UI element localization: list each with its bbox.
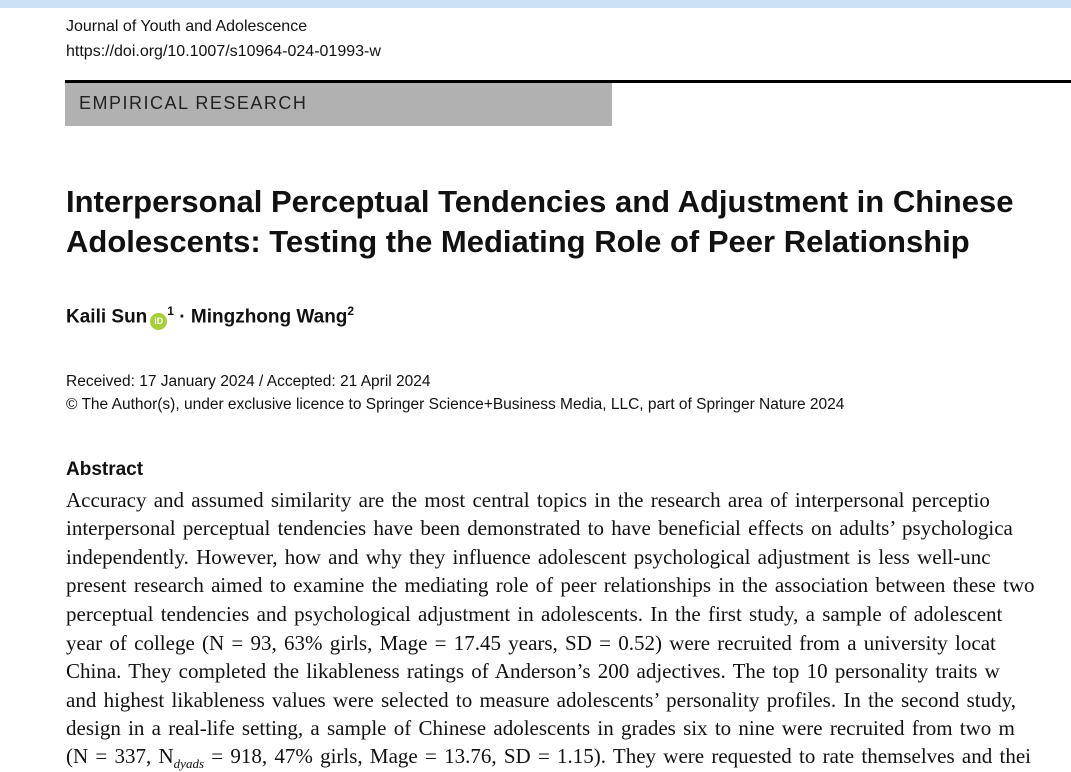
abstract-line: independently. However, how and why they…: [66, 545, 991, 569]
dates: Received: 17 January 2024 / Accepted: 21…: [66, 373, 431, 390]
author-separator: ·: [179, 306, 186, 328]
author-name[interactable]: Mingzhong Wang: [190, 306, 348, 328]
abstract-line: design in a real-life setting, a sample …: [66, 716, 1015, 740]
abstract-line: interpersonal perceptual tendencies have…: [66, 516, 1013, 540]
title-line-2: Adolescents: Testing the Mediating Role …: [66, 224, 970, 259]
section-band: EMPIRICAL RESEARCH: [65, 83, 612, 126]
abstract-line: and highest likableness values were sele…: [66, 688, 1016, 712]
abstract-line: year of college (N = 93, 63% girls, Mage…: [66, 631, 996, 655]
abstract-line: perceptual tendencies and psychological …: [66, 602, 1003, 626]
subscript: dyads: [173, 756, 205, 772]
viewer-top-bar: [0, 0, 1071, 8]
abstract-line: (N = 337, Ndyads = 918, 47% girls, Mage …: [66, 744, 1071, 772]
header-rule: [65, 80, 1071, 83]
affiliation-marker[interactable]: 2: [347, 304, 355, 318]
copyright: © The Author(s), under exclusive licence…: [66, 396, 845, 413]
abstract-text: = 918, 47% girls, Mage = 13.76, SD = 1.1…: [204, 744, 1031, 768]
journal-name: Journal of Youth and Adolescence: [66, 18, 308, 35]
abstract-line: China. They completed the likableness ra…: [66, 659, 1000, 683]
title-line-1: Interpersonal Perceptual Tendencies and …: [66, 184, 1014, 219]
doi-link[interactable]: https://doi.org/10.1007/s10964-024-01993…: [66, 43, 381, 60]
abstract-line: Accuracy and assumed similarity are the …: [66, 488, 990, 512]
affiliation-marker[interactable]: 1: [167, 304, 174, 318]
orcid-icon[interactable]: iD: [150, 313, 168, 331]
author-name[interactable]: Kaili Sun: [66, 306, 148, 328]
abstract-text: (N = 337, N: [66, 744, 174, 768]
section-label: EMPIRICAL RESEARCH: [79, 93, 308, 113]
abstract-line: present research aimed to examine the me…: [66, 573, 1035, 597]
author-list: Kaili Sun iD1 · Mingzhong Wang2: [66, 304, 355, 331]
abstract-heading: Abstract: [66, 459, 144, 480]
